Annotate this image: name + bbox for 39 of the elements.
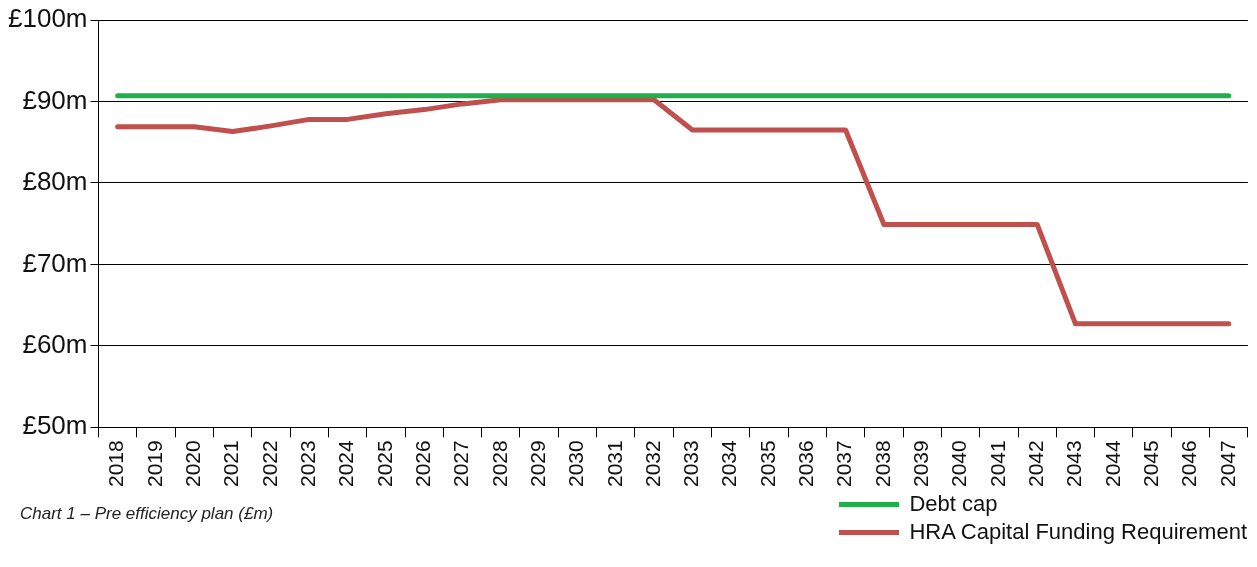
- y-tick-label: £70m: [22, 247, 88, 278]
- x-tick-label: 2028: [487, 440, 511, 487]
- x-tick-label: 2038: [870, 440, 894, 487]
- x-tick-label: 2031: [602, 440, 626, 487]
- x-tick-label: 2030: [564, 440, 588, 487]
- x-tick-label: 2024: [334, 439, 358, 487]
- x-tick-label: 2020: [181, 440, 205, 487]
- legend-label: HRA Capital Funding Requirement: [909, 519, 1247, 545]
- x-tick-label: 2040: [947, 440, 971, 487]
- x-tick-label: 2044: [1100, 439, 1124, 487]
- x-tick-label: 2021: [219, 440, 243, 487]
- x-tick-label: 2022: [257, 440, 281, 487]
- x-tick-label: 2034: [717, 439, 741, 487]
- x-tick-label: 2043: [1062, 440, 1086, 487]
- x-tick-label: 2027: [449, 440, 473, 487]
- x-tick-label: 2045: [1138, 440, 1162, 487]
- x-tick-label: 2046: [1177, 440, 1201, 487]
- x-tick-label: 2026: [410, 440, 434, 487]
- x-tick-label: 2018: [104, 440, 128, 487]
- x-tick-label: 2042: [1023, 440, 1047, 487]
- y-tick-label: £60m: [22, 329, 88, 359]
- x-tick-label: 2019: [142, 440, 166, 487]
- x-tick-label: 2025: [372, 440, 396, 487]
- y-tick-label: £100m: [8, 3, 88, 34]
- x-tick-label: 2041: [985, 440, 1009, 487]
- x-tick-label: 2029: [525, 440, 549, 487]
- x-tick-label: 2032: [640, 440, 664, 487]
- legend-label: Debt cap: [909, 491, 998, 517]
- x-tick-label: 2023: [296, 440, 320, 487]
- caption: Chart 1 – Pre efficiency plan (£m): [20, 504, 274, 524]
- x-tick-label: 2039: [909, 440, 933, 487]
- x-tick-label: 2033: [679, 440, 703, 487]
- x-tick-label: 2035: [755, 440, 779, 487]
- x-tick-label: 2036: [794, 440, 818, 487]
- x-tick-label: 2037: [832, 440, 856, 487]
- y-tick-label: £80m: [22, 166, 88, 197]
- y-tick-label: £50m: [22, 410, 88, 441]
- x-tick-label: 2047: [1215, 440, 1239, 487]
- y-tick-label: £90m: [22, 84, 88, 115]
